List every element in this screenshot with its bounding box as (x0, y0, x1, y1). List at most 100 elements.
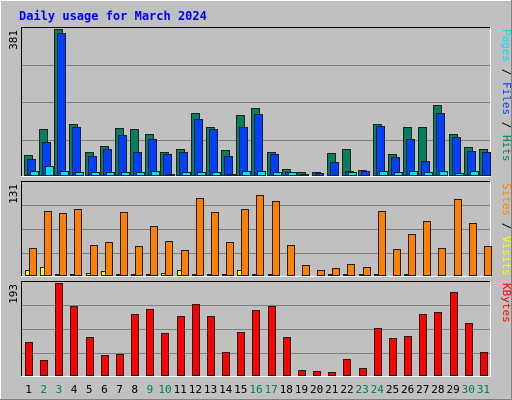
x-tick-label: 1 (25, 383, 32, 396)
bar-sites-day-22 (347, 264, 355, 276)
bar-kbytes-day-19 (298, 370, 306, 376)
bar-kbytes-day-2 (40, 360, 48, 376)
x-tick-label: 13 (204, 383, 217, 396)
bar-kbytes-day-20 (313, 371, 321, 376)
bar-kbytes-day-25 (389, 338, 397, 376)
bar-files-day-3 (57, 33, 66, 176)
bar-sites-day-31 (484, 246, 492, 276)
bar-pages-day-17 (273, 172, 282, 176)
bar-pages-day-11 (182, 172, 191, 176)
bar-pages-day-25 (394, 172, 403, 176)
bar-pages-day-16 (257, 171, 266, 176)
bar-files-day-6 (103, 149, 112, 176)
x-tick-label: 12 (189, 383, 202, 396)
bar-pages-day-6 (106, 172, 115, 176)
legend-part: Visits (500, 236, 512, 276)
bar-pages-day-8 (136, 172, 145, 176)
bar-sites-day-28 (438, 248, 446, 276)
bar-sites-day-25 (393, 249, 401, 276)
bar-sites-day-13 (211, 212, 219, 276)
bar-files-day-16 (254, 114, 263, 176)
bar-sites-day-5 (90, 245, 98, 276)
bar-sites-day-23 (363, 267, 371, 276)
x-tick-label: 18 (280, 383, 293, 396)
bar-kbytes-day-26 (404, 336, 412, 376)
x-tick-label: 2 (40, 383, 47, 396)
bar-kbytes-day-30 (465, 323, 473, 376)
series-legend-label: Pages / Files / Hits (500, 29, 512, 162)
bar-kbytes-day-21 (328, 372, 336, 376)
x-tick-label: 16 (249, 383, 262, 396)
panel-top: 381 Pages / Files / Hits (7, 27, 512, 177)
bar-sites-day-16 (256, 195, 264, 276)
bar-pages-day-10 (166, 174, 175, 176)
bar-pages-day-13 (212, 172, 221, 176)
x-tick-label: 27 (416, 383, 429, 396)
legend-part: KBytes (500, 283, 512, 323)
bar-kbytes-day-18 (283, 337, 291, 376)
bar-sites-day-14 (226, 242, 234, 276)
bar-sites-day-24 (378, 211, 386, 276)
x-tick-label: 29 (446, 383, 459, 396)
x-tick-label: 15 (234, 383, 247, 396)
bar-files-day-26 (406, 139, 415, 176)
bar-sites-day-11 (181, 250, 189, 276)
bar-kbytes-day-12 (192, 304, 200, 376)
bar-files-day-29 (452, 137, 461, 176)
bar-files-day-7 (118, 135, 127, 176)
bar-sites-day-7 (120, 212, 128, 276)
bar-pages-day-5 (91, 172, 100, 176)
x-tick-label: 11 (174, 383, 187, 396)
bar-kbytes-day-10 (161, 333, 169, 376)
x-tick-label: 14 (219, 383, 233, 396)
bar-pages-day-26 (409, 171, 418, 176)
bar-kbytes-day-28 (434, 312, 442, 376)
bar-pages-day-24 (379, 171, 388, 176)
bar-kbytes-day-24 (374, 328, 382, 376)
bar-files-day-23 (361, 171, 370, 176)
legend-part: / (500, 62, 512, 82)
x-tick-label: 25 (386, 383, 399, 396)
bar-files-day-14 (224, 156, 233, 176)
x-tick-label: 17 (265, 383, 278, 396)
panel-bottom: 193 KBytes (7, 281, 512, 377)
x-tick-label: 22 (340, 383, 353, 396)
x-tick-label: 19 (295, 383, 308, 396)
bar-pages-day-30 (470, 171, 479, 176)
x-tick-label: 8 (131, 383, 138, 396)
bar-kbytes-day-8 (131, 314, 139, 376)
legend-part: / (500, 115, 512, 135)
bar-sites-day-6 (105, 242, 113, 276)
legend-part: Files (500, 82, 512, 115)
bar-files-day-9 (148, 139, 157, 176)
bar-sites-day-1 (29, 248, 37, 276)
x-tick-label: 10 (158, 383, 171, 396)
chart-title: Daily usage for March 2024 (19, 9, 207, 23)
bar-kbytes-day-6 (101, 355, 109, 376)
legend-part: / (500, 216, 512, 236)
bar-pages-day-28 (439, 171, 448, 176)
bar-files-day-19 (300, 174, 309, 176)
x-tick-label: 26 (401, 383, 414, 396)
bar-files-day-12 (194, 119, 203, 176)
bar-kbytes-day-16 (252, 310, 260, 376)
bar-pages-day-14 (227, 174, 236, 176)
bar-kbytes-day-22 (343, 359, 351, 376)
x-tick-label: 6 (101, 383, 108, 396)
bar-kbytes-day-23 (359, 368, 367, 376)
bar-pages-day-9 (151, 171, 160, 176)
x-tick-label: 21 (325, 383, 338, 396)
bar-files-day-20 (315, 173, 324, 176)
bar-kbytes-day-1 (25, 342, 33, 376)
bar-kbytes-day-29 (450, 292, 458, 376)
bar-sites-day-4 (74, 209, 82, 276)
x-tick-label: 9 (147, 383, 154, 396)
bar-sites-day-3 (59, 213, 67, 276)
bar-pages-day-2 (45, 166, 54, 176)
bar-sites-day-20 (317, 270, 325, 276)
x-tick-label: 20 (310, 383, 323, 396)
bar-sites-day-27 (423, 221, 431, 276)
bar-pages-day-1 (30, 171, 39, 176)
series-legend-label: KBytes (500, 283, 512, 323)
